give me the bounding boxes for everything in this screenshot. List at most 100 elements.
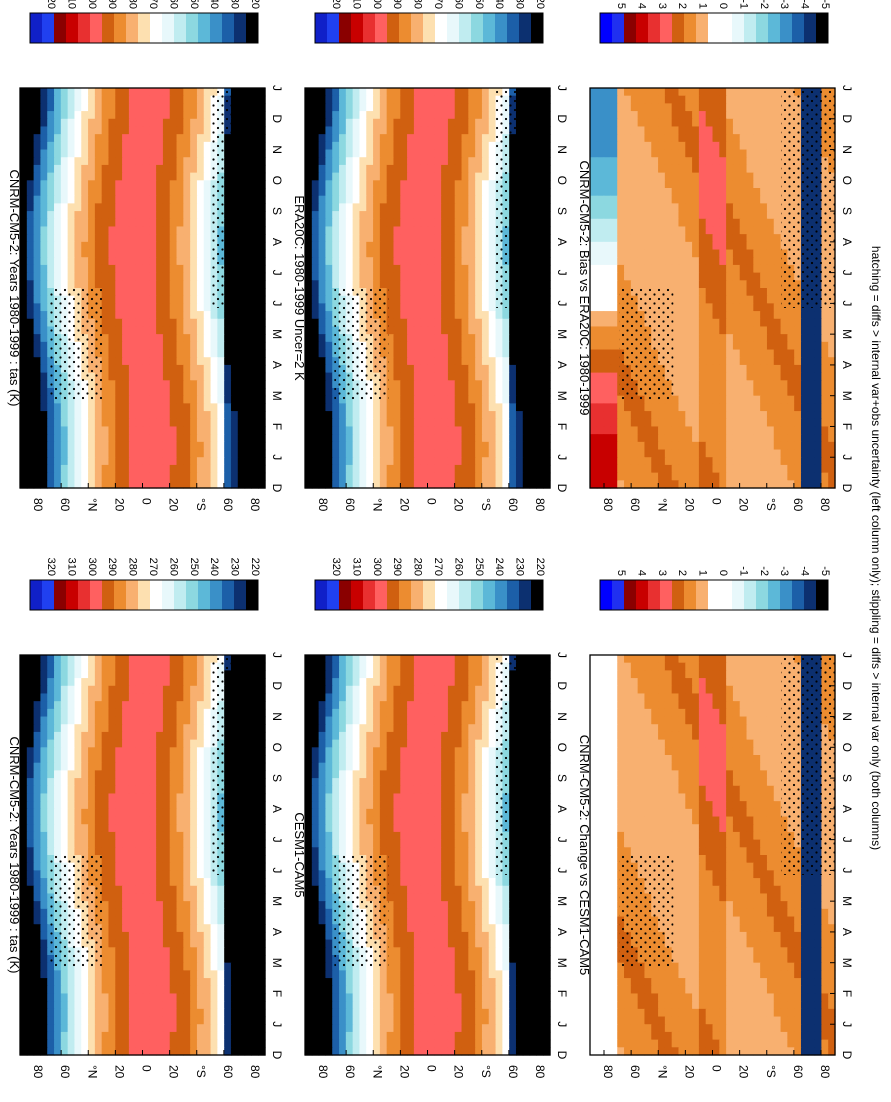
heat-cell xyxy=(20,955,28,964)
heat-cell xyxy=(122,655,130,664)
heat-cell xyxy=(210,426,218,435)
heat-cell xyxy=(339,241,347,251)
heat-cell xyxy=(101,716,110,725)
heat-cell xyxy=(190,218,198,228)
heat-cell xyxy=(108,939,116,948)
heat-cell xyxy=(162,678,171,687)
heat-cell xyxy=(47,157,55,166)
heat-cell xyxy=(441,218,449,228)
heat-cell xyxy=(475,141,483,151)
heat-cell xyxy=(74,403,82,412)
heat-cell xyxy=(88,95,96,104)
heat-cell xyxy=(115,1039,123,1048)
heat-cell xyxy=(122,955,130,964)
heat-cell xyxy=(427,226,435,235)
lat-label: 20 xyxy=(112,498,126,512)
heat-cell xyxy=(203,334,212,343)
heat-cell xyxy=(468,264,476,274)
heat-cell xyxy=(20,1039,28,1048)
heat-cell xyxy=(224,372,232,381)
heat-cell xyxy=(101,449,110,458)
heat-cell xyxy=(74,111,82,120)
heat-cell xyxy=(122,731,130,741)
heat-cell xyxy=(94,801,103,810)
heat-cell xyxy=(149,739,157,748)
heat-cell xyxy=(522,311,531,320)
heat-cell xyxy=(122,218,130,228)
heat-cell xyxy=(237,349,246,358)
heat-cell xyxy=(190,847,198,856)
heat-cell xyxy=(47,770,55,779)
heat-cell xyxy=(94,464,103,474)
heat-cell xyxy=(67,1024,76,1033)
heat-cell xyxy=(386,203,395,212)
heat-cell xyxy=(26,847,35,856)
heat-cell xyxy=(244,993,252,1002)
heat-cell xyxy=(33,226,42,235)
heat-cell xyxy=(122,970,130,979)
heat-cell xyxy=(325,149,333,158)
heat-cell xyxy=(47,449,55,458)
heat-cell xyxy=(203,708,212,718)
heat-cell xyxy=(108,388,116,397)
heat-cell xyxy=(318,95,327,104)
heat-cell xyxy=(413,264,422,274)
heat-cell xyxy=(196,149,205,158)
heat-cell xyxy=(108,457,116,466)
heat-cell xyxy=(20,931,28,941)
heat-cell xyxy=(26,708,35,718)
heat-cell xyxy=(54,164,62,174)
heat-cell xyxy=(149,1039,157,1048)
heat-cell xyxy=(94,418,103,428)
colorbar-segment xyxy=(126,580,139,610)
heat-cell xyxy=(441,280,449,289)
heat-cell xyxy=(183,303,191,312)
heat-cell xyxy=(74,95,82,104)
heat-cell xyxy=(386,134,395,143)
heat-cell xyxy=(461,303,469,312)
heat-cell xyxy=(67,1047,76,1056)
heat-cell xyxy=(196,993,205,1002)
heat-cell xyxy=(210,411,218,420)
heat-cell xyxy=(88,793,96,802)
heat-cell xyxy=(108,678,116,687)
heat-cell xyxy=(33,480,42,489)
heat-cell xyxy=(81,1047,89,1056)
heat-cell xyxy=(101,388,110,397)
heat-cell xyxy=(176,426,184,435)
heat-cell xyxy=(190,670,198,679)
heat-cell xyxy=(203,203,212,212)
heat-cell xyxy=(47,118,55,128)
heat-cell xyxy=(420,218,429,228)
heat-cell xyxy=(135,855,144,864)
heat-cell xyxy=(81,685,89,695)
heat-cell xyxy=(47,801,55,810)
heat-cell xyxy=(461,126,469,135)
heat-cell xyxy=(224,364,232,374)
heat-cell xyxy=(169,295,178,304)
heat-cell xyxy=(122,388,130,397)
heat-cell xyxy=(481,234,490,243)
heat-cell xyxy=(81,808,89,818)
heat-cell xyxy=(54,88,62,97)
heat-cell xyxy=(183,311,191,320)
heat-cell xyxy=(481,103,490,112)
heat-cell xyxy=(332,211,340,220)
heat-cell xyxy=(135,149,144,158)
heat-cell xyxy=(413,126,422,135)
heat-cell xyxy=(176,847,184,856)
heat-cell xyxy=(135,303,144,312)
heat-cell xyxy=(413,272,422,281)
heat-cell xyxy=(332,280,340,289)
heat-cell xyxy=(54,678,62,687)
heat-cell xyxy=(81,418,89,428)
heat-cell xyxy=(149,885,157,895)
heat-cell xyxy=(94,678,103,687)
heat-cell xyxy=(169,318,178,328)
heat-cell xyxy=(40,801,48,810)
colorbar-label: 270 xyxy=(147,0,159,9)
heat-cell xyxy=(128,955,137,964)
heat-cell xyxy=(47,203,55,212)
heat-cell xyxy=(108,816,116,825)
heat-cell xyxy=(420,111,429,120)
